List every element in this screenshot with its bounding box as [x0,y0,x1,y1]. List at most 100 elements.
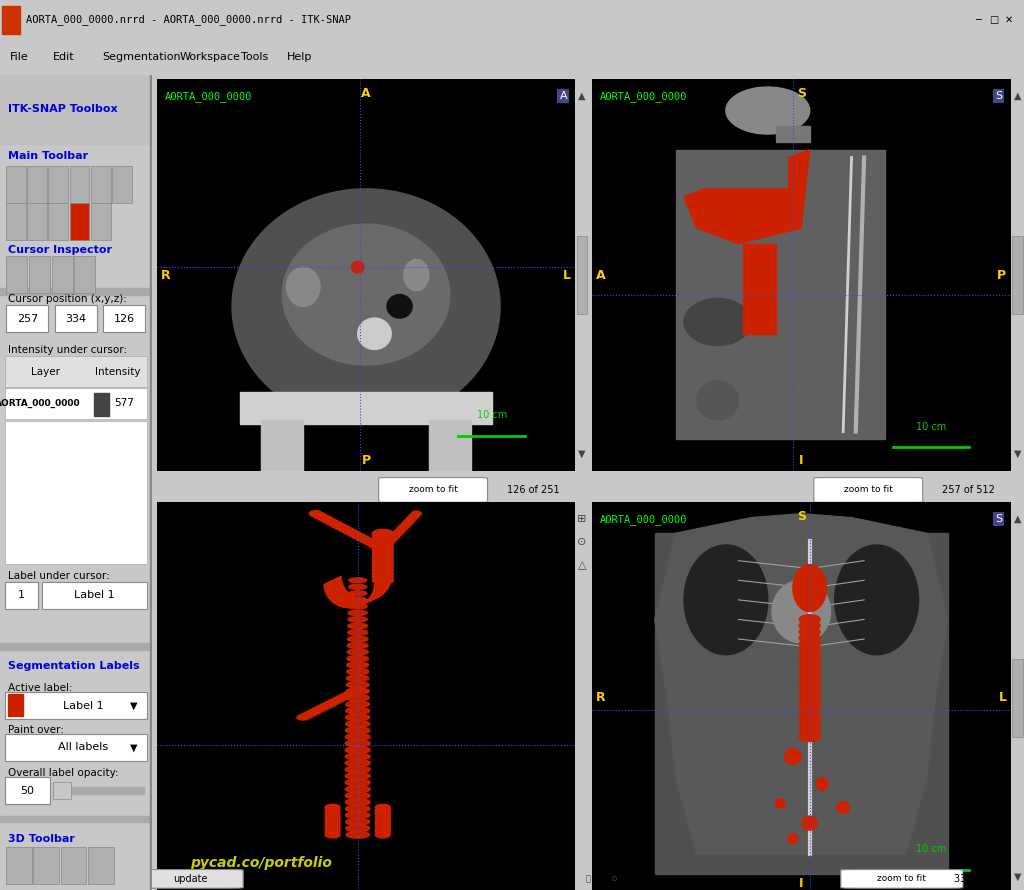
Polygon shape [325,826,340,832]
Bar [60,847,86,884]
Text: AORTA_000_0000: AORTA_000_0000 [0,399,81,408]
Polygon shape [375,831,390,838]
Text: □: □ [988,15,998,25]
Polygon shape [340,598,357,606]
Bar [28,166,47,203]
Polygon shape [325,578,341,587]
Polygon shape [334,523,347,530]
Polygon shape [799,640,820,649]
Polygon shape [328,589,345,597]
Polygon shape [390,534,399,539]
Polygon shape [335,595,352,604]
Polygon shape [351,262,364,273]
Polygon shape [799,683,820,692]
Text: Label 1: Label 1 [63,700,103,711]
Polygon shape [332,593,349,602]
Text: ITK-SNAP Toolbox: ITK-SNAP Toolbox [7,104,117,114]
Polygon shape [345,720,370,727]
Bar [4,356,147,387]
Text: S: S [797,510,806,522]
Polygon shape [348,531,360,538]
Text: Tools: Tools [241,53,268,62]
Polygon shape [835,545,919,655]
FancyBboxPatch shape [138,870,243,888]
Text: I: I [799,877,804,890]
Polygon shape [341,599,358,607]
Polygon shape [346,675,369,682]
Polygon shape [799,708,820,716]
Polygon shape [347,689,360,694]
Polygon shape [347,649,369,655]
Polygon shape [347,600,365,608]
Polygon shape [772,580,830,643]
Polygon shape [654,514,948,854]
Polygon shape [375,816,390,822]
Polygon shape [355,535,368,541]
Polygon shape [325,577,341,585]
Polygon shape [351,687,364,692]
Polygon shape [345,747,371,754]
Bar [1012,236,1023,314]
Polygon shape [375,811,390,817]
Polygon shape [409,514,419,519]
Polygon shape [368,592,385,601]
Polygon shape [375,813,390,820]
Text: ⊙: ⊙ [578,538,587,547]
Polygon shape [799,732,820,741]
Polygon shape [346,831,370,838]
Bar [6,203,26,239]
FancyBboxPatch shape [103,305,145,332]
Text: Overall label opacity:: Overall label opacity: [7,768,118,779]
Polygon shape [346,688,370,694]
Text: Label under cursor:: Label under cursor: [7,571,110,581]
Polygon shape [799,664,820,674]
Polygon shape [346,668,369,675]
Polygon shape [325,580,341,589]
Text: R: R [161,269,170,281]
Text: 📷: 📷 [586,874,590,884]
Polygon shape [385,538,395,544]
Polygon shape [325,820,340,826]
Bar [53,788,144,794]
Polygon shape [373,556,393,564]
Polygon shape [375,805,390,811]
Polygon shape [799,701,820,711]
Polygon shape [348,623,368,628]
Polygon shape [345,786,371,793]
Polygon shape [325,816,340,822]
Polygon shape [373,539,393,547]
Polygon shape [321,703,333,708]
Text: zoom to fit: zoom to fit [878,874,927,884]
Text: S: S [797,87,806,100]
Polygon shape [374,582,390,591]
Polygon shape [326,585,343,594]
Polygon shape [354,599,373,607]
Polygon shape [367,593,384,601]
Polygon shape [373,566,393,574]
Polygon shape [367,593,384,602]
Polygon shape [333,595,351,603]
Text: zoom to fit: zoom to fit [409,485,458,495]
Text: R: R [596,692,605,704]
Polygon shape [325,829,340,835]
Polygon shape [340,693,352,699]
Bar [34,847,59,884]
Polygon shape [799,651,820,661]
Polygon shape [358,598,376,606]
Polygon shape [397,526,407,531]
Polygon shape [324,518,336,524]
Polygon shape [373,583,390,592]
Polygon shape [726,87,810,134]
Polygon shape [345,759,371,766]
Text: 257: 257 [16,313,38,324]
Polygon shape [742,244,776,334]
Text: Layer: Layer [31,367,60,376]
Text: 126 of 251: 126 of 251 [507,485,560,495]
Polygon shape [654,533,948,874]
Polygon shape [345,779,371,786]
Polygon shape [366,594,383,603]
Bar [113,166,132,203]
Polygon shape [327,587,344,595]
FancyBboxPatch shape [4,582,38,609]
Polygon shape [349,578,367,583]
